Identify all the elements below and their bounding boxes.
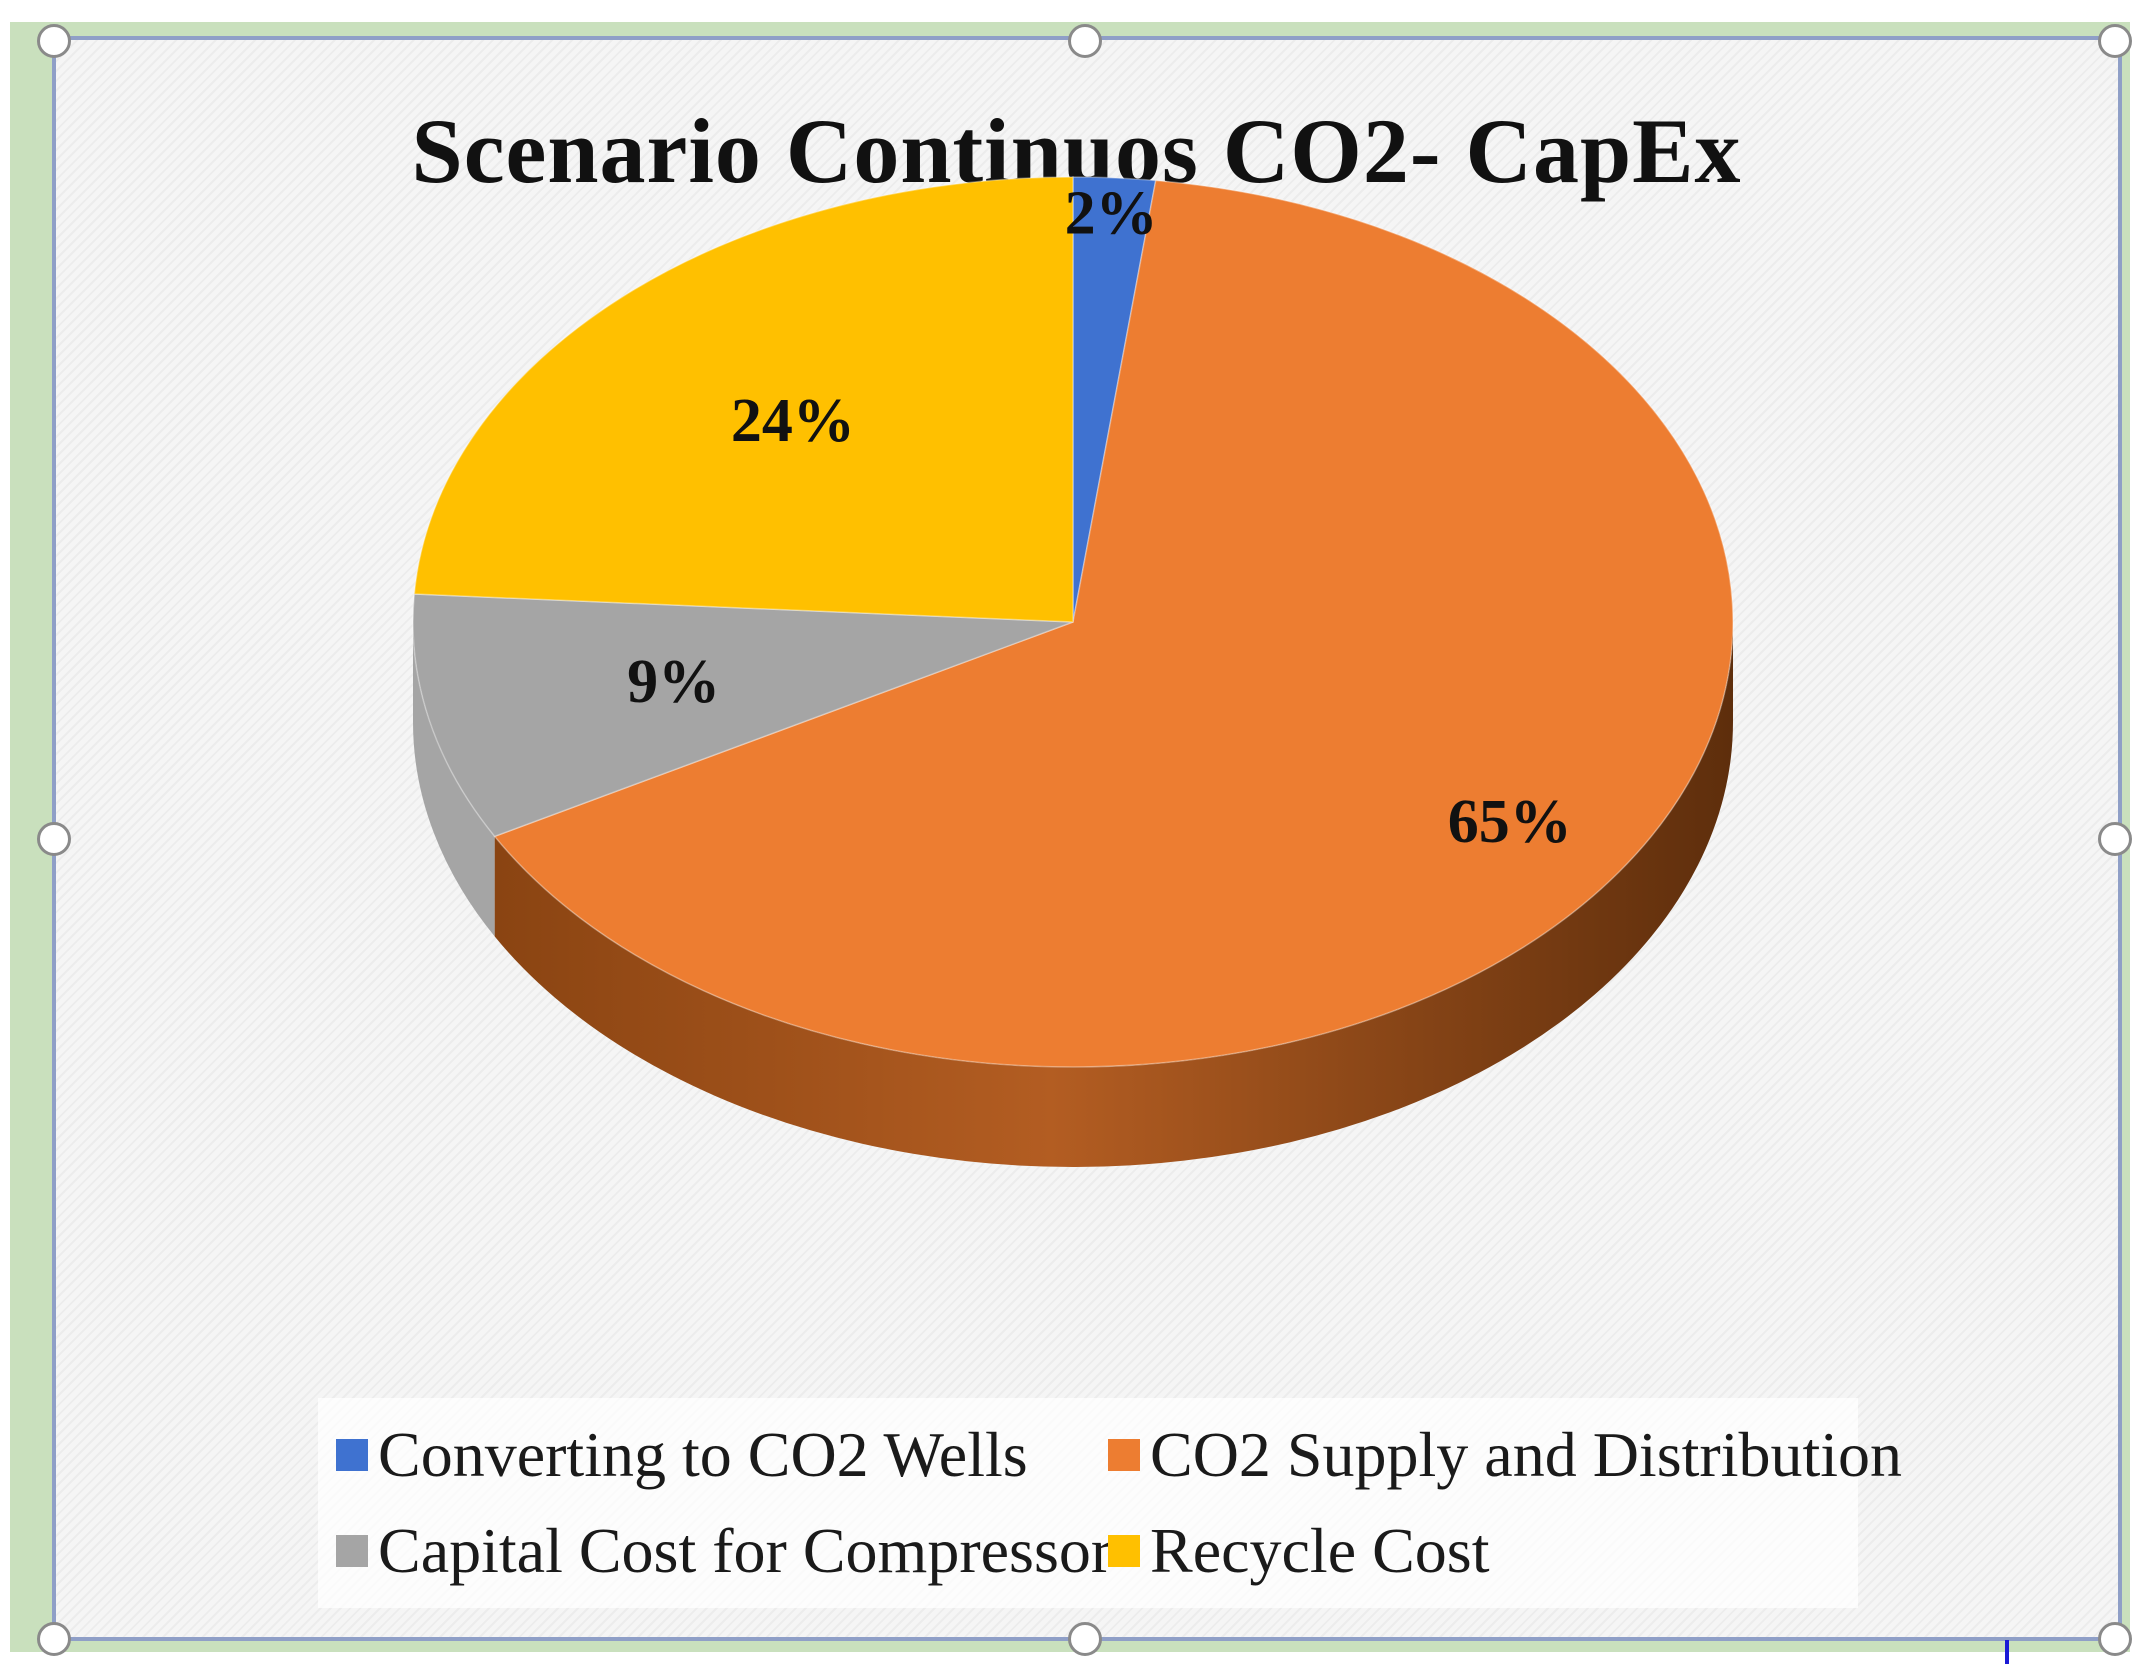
resize-handle-top-left[interactable]	[37, 24, 71, 58]
resize-handle-middle-right[interactable]	[2098, 822, 2132, 856]
pie-side-2	[413, 622, 495, 937]
legend-item: Recycle Cost	[1108, 1514, 1489, 1588]
resize-handle-bottom-left[interactable]	[37, 1622, 71, 1656]
pie-data-label-2: 9%	[627, 648, 720, 716]
pie-slice-3	[413, 176, 1074, 623]
pie-slice-2	[412, 593, 1074, 838]
resize-handle-middle-left[interactable]	[37, 822, 71, 856]
legend-item: CO2 Supply and Distribution	[1108, 1418, 1902, 1492]
resize-handle-top-right[interactable]	[2098, 24, 2132, 58]
resize-handle-bottom-right[interactable]	[2098, 1622, 2132, 1656]
legend-label: CO2 Supply and Distribution	[1150, 1419, 1903, 1490]
pie-data-label-3: 24%	[731, 387, 855, 455]
pie-slice-1	[493, 179, 1734, 1068]
legend: Converting to CO2 Wells CO2 Supply and D…	[318, 1398, 1902, 1608]
legend-swatch-2	[336, 1535, 368, 1567]
legend-label: Converting to CO2 Wells	[378, 1419, 1028, 1490]
pie-data-label-1: 65%	[1448, 788, 1572, 856]
pie-data-label-0: 2%	[1065, 179, 1158, 247]
legend-swatch-3	[1108, 1535, 1140, 1567]
legend-label: Recycle Cost	[1150, 1515, 1490, 1586]
resize-handle-top-center[interactable]	[1068, 24, 1102, 58]
legend-swatch-0	[336, 1439, 368, 1471]
pie-slice-0	[1072, 176, 1157, 623]
legend-label: Capital Cost for Compressor	[378, 1515, 1113, 1586]
text-cursor-mark	[2005, 1640, 2009, 1664]
pie-side-1	[494, 622, 1734, 1167]
legend-item: Converting to CO2 Wells	[336, 1418, 1028, 1492]
resize-handle-bottom-center[interactable]	[1068, 1622, 1102, 1656]
legend-item: Capital Cost for Compressor	[336, 1514, 1112, 1588]
legend-swatch-1	[1108, 1439, 1140, 1471]
